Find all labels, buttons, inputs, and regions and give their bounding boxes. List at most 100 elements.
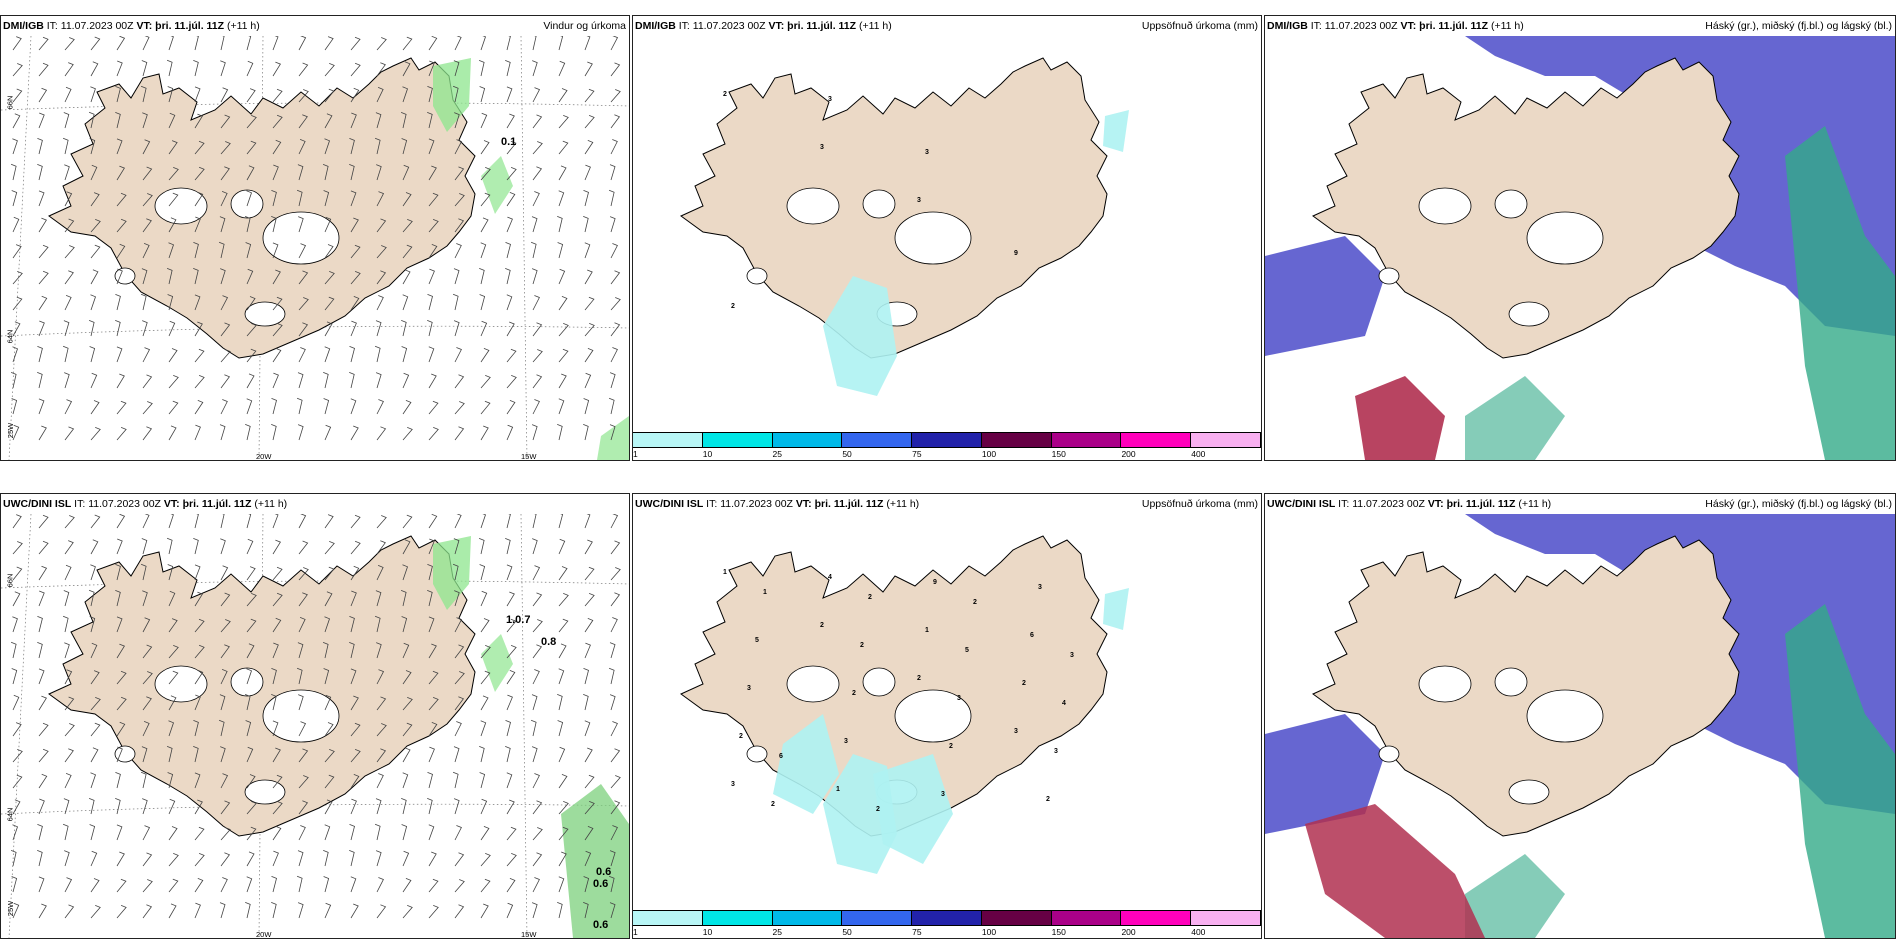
- wind-barb: [506, 670, 516, 685]
- precip-area: [823, 276, 897, 396]
- wind-barb: [610, 514, 619, 529]
- wind-barb: [453, 60, 460, 77]
- wind-barb: [532, 514, 537, 529]
- wind-barb: [558, 514, 564, 529]
- wind-barb: [12, 321, 21, 337]
- wind-barb: [453, 798, 460, 815]
- wind-barb: [401, 798, 407, 815]
- wind-barb: [298, 617, 306, 633]
- precip-area: [433, 536, 471, 610]
- colorbar: 1 10 25 50 75 100 150 200 400: [633, 910, 1261, 938]
- wind-barb: [37, 850, 43, 867]
- wind-barb: [349, 616, 355, 633]
- wind-barb: [402, 219, 413, 233]
- wind-barb: [610, 825, 618, 841]
- wind-barb: [610, 36, 619, 51]
- wind-barb: [428, 192, 439, 207]
- wind-barb: [506, 826, 517, 841]
- precip-value: 2: [917, 675, 921, 682]
- wind-barb: [610, 592, 621, 607]
- wind-barb: [12, 346, 19, 363]
- wind-barb: [38, 244, 49, 259]
- wind-barb: [63, 798, 70, 815]
- wind-barb: [140, 771, 147, 789]
- wind-barb: [428, 643, 437, 659]
- wind-barb: [142, 401, 153, 415]
- wind-barb: [427, 798, 433, 815]
- wind-barb: [220, 514, 225, 529]
- wind-barb: [12, 616, 18, 633]
- lat-line: [1, 102, 629, 111]
- lead-time: (+11 h): [1518, 498, 1552, 510]
- high-cloud-area: [1265, 236, 1385, 356]
- init-time: 11.07.2023 00Z: [1324, 20, 1398, 32]
- wind-barb: [480, 242, 487, 259]
- wind-barb: [583, 424, 589, 441]
- wind-barb: [88, 320, 95, 337]
- wind-barb: [116, 346, 123, 363]
- wind-barb: [298, 62, 309, 77]
- init-time: 11.07.2023 00Z: [692, 20, 766, 32]
- precip-value: 3: [844, 738, 848, 745]
- vt-label: VT:: [1400, 20, 1417, 32]
- model-name: DMI/IGB: [3, 20, 44, 32]
- wind-barb: [402, 294, 409, 311]
- precip-value: 3: [828, 96, 832, 103]
- wind-barb: [350, 36, 361, 51]
- wind-barb: [557, 242, 564, 259]
- vt-label: VT:: [163, 498, 180, 510]
- wind-barb: [558, 668, 565, 685]
- wind-barb: [298, 748, 309, 763]
- wind-barb: [506, 400, 516, 415]
- wind-barb: [116, 616, 123, 633]
- wind-barb: [584, 323, 595, 337]
- wind-barb: [271, 398, 277, 415]
- wind-barb: [505, 720, 511, 737]
- wind-barb: [88, 798, 95, 815]
- wind-barb: [531, 902, 538, 919]
- wind-barb: [12, 271, 23, 285]
- wind-barb: [428, 346, 435, 363]
- wind-barb: [64, 62, 74, 77]
- wind-barb: [166, 746, 173, 763]
- wind-barb: [220, 295, 229, 311]
- wind-barb: [453, 320, 460, 337]
- glacier: [1494, 667, 1528, 697]
- wind-barb: [220, 565, 229, 581]
- wind-barb: [168, 425, 177, 441]
- wind-barb: [323, 850, 329, 867]
- wind-barb: [480, 826, 490, 841]
- wind-barb: [168, 320, 176, 337]
- wind-barb: [272, 850, 279, 867]
- wind-barb: [505, 746, 511, 763]
- wind-barb: [90, 514, 101, 529]
- wind-barb: [583, 216, 589, 233]
- wind-barb: [584, 164, 591, 181]
- wind-barb: [244, 216, 251, 233]
- colorbar-tick-label: 10: [702, 449, 713, 459]
- wind-barb: [194, 618, 205, 633]
- colorbar-cell: [1050, 910, 1122, 926]
- wind-barb: [350, 749, 361, 763]
- wind-barb: [427, 564, 433, 581]
- wind-barb: [609, 694, 616, 711]
- wind-barb: [38, 425, 47, 441]
- wind-barb: [557, 902, 563, 919]
- wind-barb: [506, 799, 515, 815]
- wind-barb: [480, 320, 488, 337]
- wind-barb: [584, 826, 594, 841]
- wind-barb: [480, 853, 491, 867]
- wind-barb: [532, 141, 543, 155]
- wind-barb: [428, 268, 435, 285]
- wind-barb: [558, 140, 569, 155]
- glacier: [894, 211, 972, 265]
- wind-barb: [376, 773, 384, 789]
- colorbar-ticks: 1 10 25 50 75 100 150 200 400: [633, 926, 1261, 938]
- wind-barb: [168, 192, 179, 207]
- lat-line: [1, 803, 629, 815]
- wind-barb: [505, 538, 511, 555]
- wind-barb: [166, 268, 173, 285]
- wind-barb: [506, 348, 517, 363]
- wind-barb: [610, 721, 618, 737]
- glacier: [746, 267, 768, 285]
